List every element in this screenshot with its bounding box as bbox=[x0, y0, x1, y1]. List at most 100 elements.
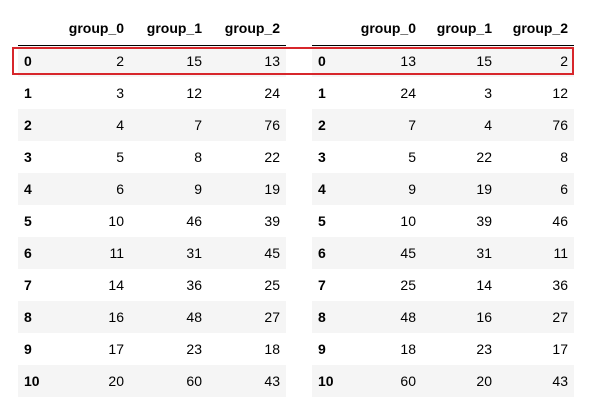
table-cell: 5 bbox=[116, 149, 124, 165]
table-cell: 15 bbox=[476, 53, 492, 70]
table-cell: 7 bbox=[408, 117, 416, 133]
table-cell: 31 bbox=[476, 245, 492, 261]
column-header: group_2 bbox=[208, 12, 286, 46]
table-row: 10 60 20 43 bbox=[312, 365, 574, 397]
row-index: 3 bbox=[318, 149, 326, 165]
table-cell: 15 bbox=[186, 53, 202, 70]
table-cell: 76 bbox=[552, 117, 568, 133]
table-cell: 46 bbox=[552, 213, 568, 229]
table-cell: 22 bbox=[264, 149, 280, 165]
table-cell: 43 bbox=[264, 373, 280, 389]
table-cell: 24 bbox=[400, 85, 416, 101]
table-cell: 76 bbox=[264, 117, 280, 133]
table-cell: 48 bbox=[186, 309, 202, 325]
table-cell: 6 bbox=[560, 181, 568, 197]
table-cell: 39 bbox=[264, 213, 280, 229]
table-cell: 9 bbox=[194, 181, 202, 197]
table-row: 6 45 31 11 bbox=[312, 237, 574, 269]
table-cell: 14 bbox=[476, 277, 492, 293]
row-index: 7 bbox=[24, 277, 32, 293]
table-cell: 23 bbox=[476, 341, 492, 357]
table-cell: 45 bbox=[400, 245, 416, 261]
table-row: 4 9 19 6 bbox=[312, 173, 574, 205]
table-cell: 22 bbox=[476, 149, 492, 165]
table-cell: 45 bbox=[264, 245, 280, 261]
table-cell: 36 bbox=[552, 277, 568, 293]
table-cell: 10 bbox=[108, 213, 124, 229]
table-cell: 17 bbox=[552, 341, 568, 357]
table-cell: 16 bbox=[476, 309, 492, 325]
table-cell: 5 bbox=[408, 149, 416, 165]
table-cell: 12 bbox=[552, 85, 568, 101]
row-index: 4 bbox=[318, 181, 326, 197]
table-cell: 9 bbox=[408, 181, 416, 197]
row-index: 8 bbox=[318, 309, 326, 325]
table-cell: 36 bbox=[186, 277, 202, 293]
row-index: 6 bbox=[24, 245, 32, 261]
row-index: 1 bbox=[318, 85, 326, 101]
table-cell: 11 bbox=[109, 245, 124, 261]
table-cell: 14 bbox=[108, 277, 124, 293]
table-row: 2 7 4 76 bbox=[312, 109, 574, 141]
row-index: 9 bbox=[318, 341, 326, 357]
table-row: 0 2 15 13 bbox=[18, 45, 286, 77]
table-row: 8 48 16 27 bbox=[312, 301, 574, 333]
table-cell: 3 bbox=[116, 85, 124, 101]
table-cell: 8 bbox=[560, 149, 568, 165]
table-cell: 13 bbox=[400, 53, 416, 70]
table-row: 1 3 12 24 bbox=[18, 77, 286, 109]
table-cell: 20 bbox=[108, 373, 124, 389]
table-row: 5 10 39 46 bbox=[312, 205, 574, 237]
column-header: group_0 bbox=[346, 12, 422, 46]
table-row: 3 5 22 8 bbox=[312, 141, 574, 173]
column-header: group_0 bbox=[52, 12, 130, 46]
table-cell: 60 bbox=[186, 373, 202, 389]
row-index: 0 bbox=[24, 53, 32, 70]
table-cell: 11 bbox=[553, 245, 568, 261]
table-cell: 24 bbox=[264, 85, 280, 101]
table-cell: 16 bbox=[108, 309, 124, 325]
row-index: 1 bbox=[24, 85, 32, 101]
table-cell: 48 bbox=[400, 309, 416, 325]
table-row: 8 16 48 27 bbox=[18, 301, 286, 333]
table-cell: 25 bbox=[400, 277, 416, 293]
table-row: 9 17 23 18 bbox=[18, 333, 286, 365]
table-cell: 43 bbox=[552, 373, 568, 389]
table-cell: 39 bbox=[476, 213, 492, 229]
table-cell: 2 bbox=[560, 53, 568, 70]
table-row: 6 11 31 45 bbox=[18, 237, 286, 269]
row-index: 5 bbox=[318, 213, 326, 229]
header-row: group_0 group_1 group_2 bbox=[312, 12, 574, 46]
column-header: group_1 bbox=[422, 12, 498, 46]
table-cell: 12 bbox=[186, 85, 202, 101]
table-cell: 8 bbox=[194, 149, 202, 165]
table-cell: 19 bbox=[476, 181, 492, 197]
table-row: 9 18 23 17 bbox=[312, 333, 574, 365]
row-index: 8 bbox=[24, 309, 32, 325]
table-cell: 3 bbox=[484, 85, 492, 101]
table-row: 7 25 14 36 bbox=[312, 269, 574, 301]
table-cell: 19 bbox=[264, 181, 280, 197]
row-index: 3 bbox=[24, 149, 32, 165]
table-row: 3 5 8 22 bbox=[18, 141, 286, 173]
table-row: 4 6 9 19 bbox=[18, 173, 286, 205]
table-cell: 27 bbox=[552, 309, 568, 325]
table-row: 0 13 15 2 bbox=[312, 45, 574, 77]
table-cell: 6 bbox=[116, 181, 124, 197]
table-cell: 4 bbox=[116, 117, 124, 133]
table-cell: 18 bbox=[400, 341, 416, 357]
row-index: 4 bbox=[24, 181, 32, 197]
table-cell: 25 bbox=[264, 277, 280, 293]
row-index: 5 bbox=[24, 213, 32, 229]
table-row: 10 20 60 43 bbox=[18, 365, 286, 397]
row-index: 7 bbox=[318, 277, 326, 293]
row-index: 2 bbox=[318, 117, 326, 133]
table-row: 7 14 36 25 bbox=[18, 269, 286, 301]
table-row: 2 4 7 76 bbox=[18, 109, 286, 141]
row-index: 0 bbox=[318, 53, 326, 70]
table-cell: 17 bbox=[108, 341, 124, 357]
row-index: 9 bbox=[24, 341, 32, 357]
row-index: 2 bbox=[24, 117, 32, 133]
table-cell: 46 bbox=[186, 213, 202, 229]
